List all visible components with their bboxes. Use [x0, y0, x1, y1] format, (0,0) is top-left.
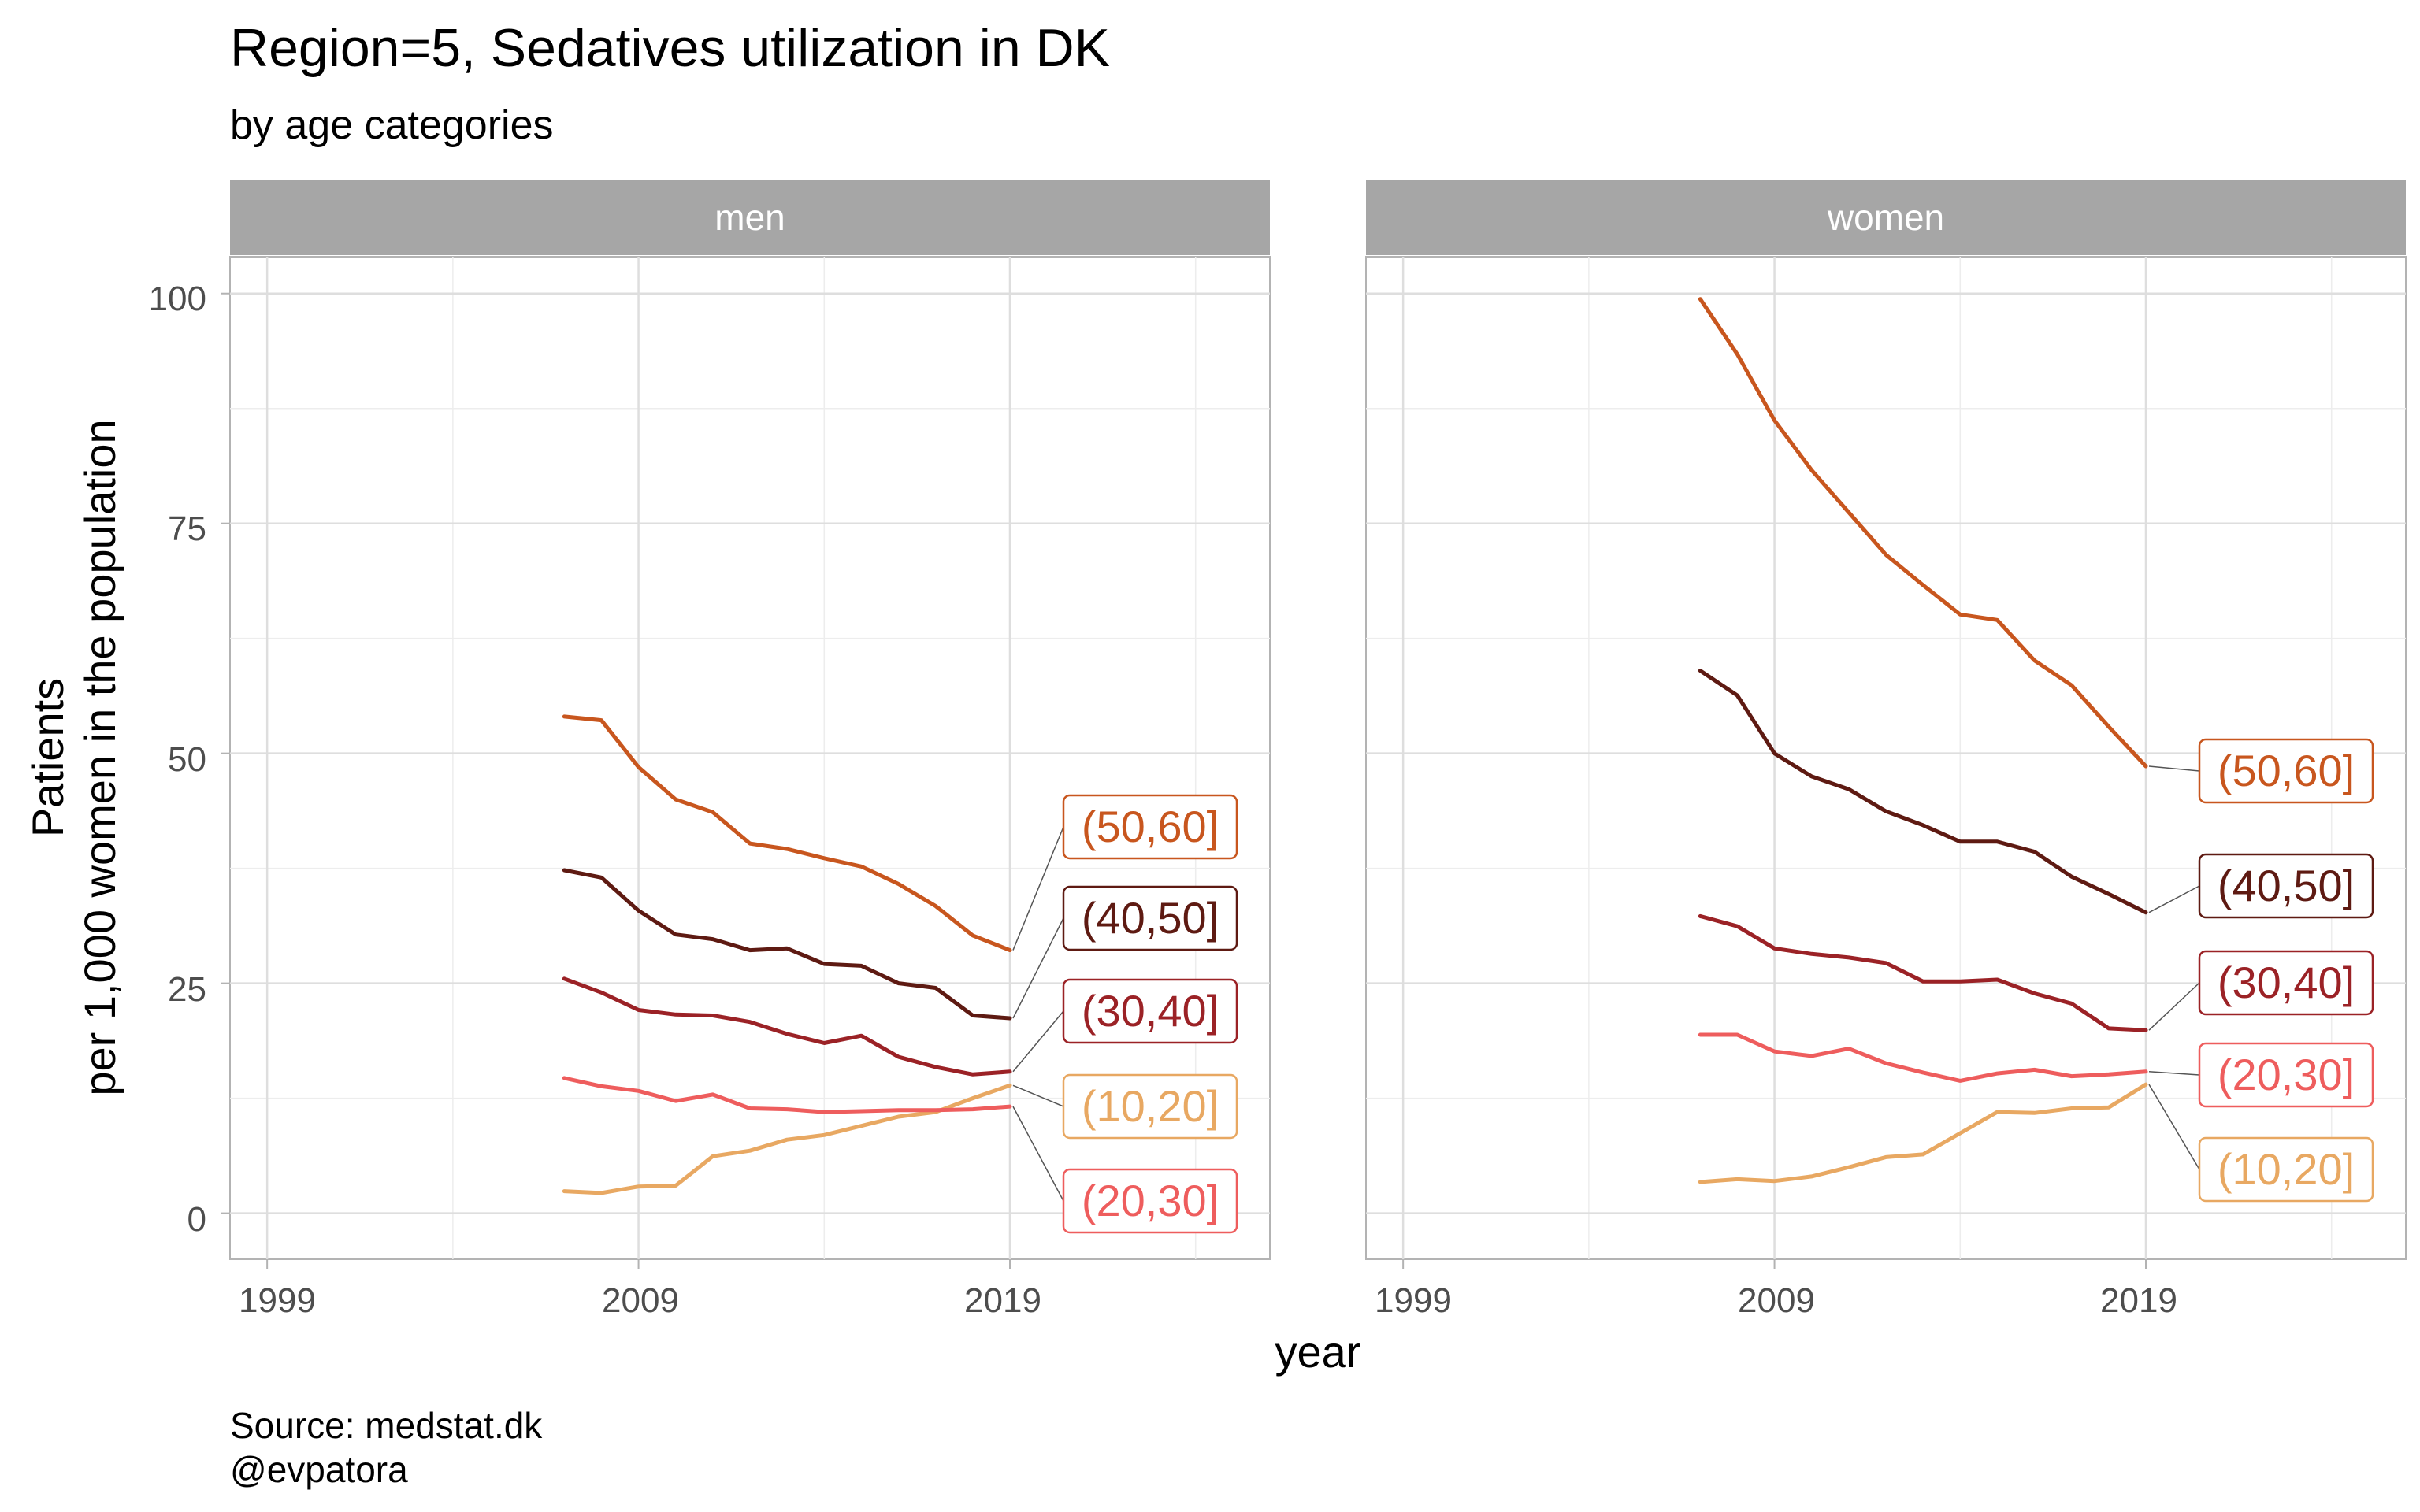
chart-title: Region=5, Sedatives utilization in DK — [230, 18, 1110, 78]
series-line-women--50-60- — [1698, 297, 2148, 769]
labels-men: (10,20] (20,30] (30,40] (40,50] (50,60] — [1012, 794, 1238, 1234]
end-label-box — [1062, 1073, 1238, 1140]
end-label-box — [2198, 853, 2374, 919]
end-label-box — [1062, 1168, 1238, 1234]
end-label-box — [2198, 1136, 2374, 1203]
series-line-women--30-40- — [1698, 914, 2148, 1032]
end-label-text: (50,60] — [1082, 802, 1219, 851]
caption-source: Source: medstat.dk — [230, 1405, 543, 1446]
labels-women: (10,20] (20,30] (30,40] (40,50] (50,60] — [2148, 738, 2374, 1203]
end-label-connector — [1012, 1084, 1064, 1107]
x-axis-title: year — [1275, 1327, 1361, 1377]
end-label-box — [2198, 950, 2374, 1016]
x-tick-label-2019: 2019 — [2100, 1281, 2177, 1320]
end-label-connector — [1012, 826, 1064, 951]
end-label-women--40-50-: (40,50] — [2148, 853, 2374, 919]
strip-men-label: men — [714, 197, 785, 238]
x-tick-label-2019: 2019 — [964, 1281, 1041, 1320]
facet-women: women (10,20] (20,30] (30,40] (40,50] (50,60… — [1365, 180, 2407, 1320]
strip-women-label: women — [1827, 197, 1944, 238]
end-label-men--50-60-: (50,60] — [1012, 794, 1238, 951]
series-line-men--30-40- — [562, 976, 1012, 1077]
series-line-men--20-30- — [562, 1076, 1012, 1114]
y-tick-label-0: 0 — [187, 1200, 206, 1239]
chart-subtitle: by age categories — [230, 102, 554, 148]
end-label-box — [1062, 885, 1238, 951]
strip-women — [1366, 180, 2406, 255]
series-line-men--50-60- — [562, 714, 1012, 953]
end-label-women--50-60-: (50,60] — [2148, 738, 2374, 804]
end-label-connector — [2148, 1084, 2200, 1170]
facet-men: men (10,20](20,30](30,40](40,50](50,60] … — [149, 180, 1271, 1320]
end-label-connector — [2148, 765, 2200, 772]
end-label-connector — [1012, 1106, 1064, 1202]
y-axis-title: Patientsper 1,000 women in the populatio… — [23, 419, 124, 1095]
series-line-women--40-50- — [1698, 669, 2148, 915]
end-label-text: (10,20] — [2218, 1144, 2355, 1194]
caption-handle: @evpatora — [230, 1449, 408, 1490]
end-label-text: (30,40] — [2218, 958, 2355, 1007]
end-label-text: (40,50] — [1082, 893, 1219, 943]
end-label-women--10-20-: (10,20] — [2148, 1084, 2374, 1203]
end-label-men--30-40-: (30,40] — [1012, 978, 1238, 1073]
end-label-box — [1062, 794, 1238, 860]
y-tick-label-75: 75 — [168, 510, 206, 548]
x-tick-label-1999: 1999 — [1375, 1281, 1452, 1320]
end-label-women--20-30-: (20,30] — [2148, 1042, 2374, 1108]
grid-men — [221, 257, 1270, 1269]
end-label-connector — [2148, 982, 2200, 1031]
end-label-text: (30,40] — [1082, 986, 1219, 1036]
end-label-text: (20,30] — [2218, 1050, 2355, 1099]
strip-men — [230, 180, 1270, 255]
x-tick-label-2009: 2009 — [1738, 1281, 1815, 1320]
series-line-men--40-50- — [562, 868, 1012, 1021]
end-label-text: (50,60] — [2218, 746, 2355, 795]
x-tick-label-2009: 2009 — [602, 1281, 679, 1320]
series-line-women--20-30- — [1698, 1032, 2148, 1083]
y-tick-label-25: 25 — [168, 970, 206, 1009]
end-label-box — [2198, 738, 2374, 804]
series-women — [1698, 297, 2148, 1184]
end-label-text: (20,30] — [1082, 1176, 1219, 1225]
end-label-connector — [1012, 917, 1064, 1019]
end-label-connector — [2148, 885, 2200, 914]
series-line-women--10-20- — [1698, 1082, 2148, 1184]
end-label-men--40-50-: (40,50] — [1012, 885, 1238, 1019]
end-label-box — [2198, 1042, 2374, 1108]
end-label-women--30-40-: (30,40] — [2148, 950, 2374, 1031]
x-tick-label-1999: 1999 — [239, 1281, 316, 1320]
end-label-box — [1062, 978, 1238, 1044]
x-ticks-women: 1999 2009 2019 — [1375, 1281, 2177, 1320]
series-men — [562, 714, 1012, 1195]
y-ticks: 100 75 50 25 0 — [149, 280, 206, 1239]
end-label-men--20-30-: (20,30] — [1012, 1106, 1238, 1234]
end-label-text: (40,50] — [2218, 861, 2355, 910]
end-label-connector — [2148, 1071, 2200, 1076]
x-ticks-men: 1999 2009 2019 — [239, 1281, 1041, 1320]
end-label-men--10-20-: (10,20] — [1012, 1073, 1238, 1140]
end-label-connector — [1012, 1010, 1064, 1073]
y-tick-label-50: 50 — [168, 740, 206, 779]
end-label-text: (10,20] — [1082, 1081, 1219, 1131]
y-tick-label-100: 100 — [149, 280, 206, 318]
